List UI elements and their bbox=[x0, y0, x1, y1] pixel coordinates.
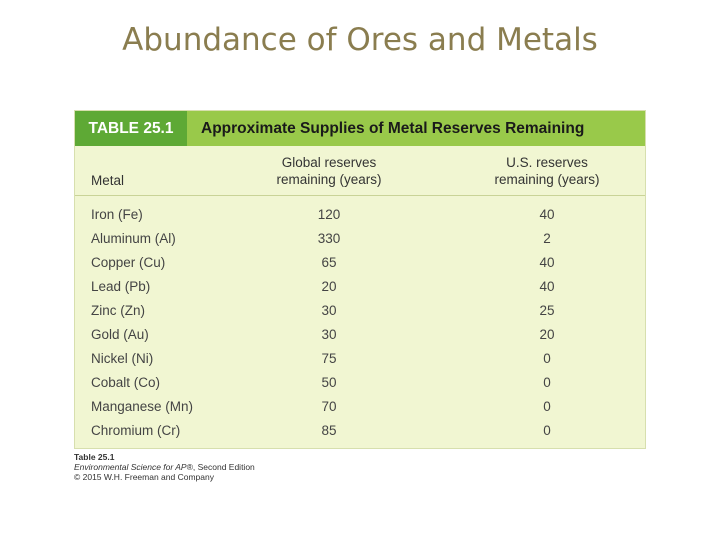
metal-name-cell: Cobalt (Co) bbox=[91, 375, 161, 390]
global-reserves-cell: 70 bbox=[321, 399, 337, 414]
metal-name-cell: Aluminum (Al) bbox=[91, 231, 176, 246]
table-row: Zinc (Zn) 30 25 bbox=[75, 299, 645, 323]
table-row: Iron (Fe) 120 40 bbox=[75, 203, 645, 227]
metal-name-cell: Iron (Fe) bbox=[91, 207, 143, 222]
metal-name-cell: Nickel (Ni) bbox=[91, 351, 154, 366]
table-row: Chromium (Cr) 85 0 bbox=[75, 419, 645, 443]
us-reserves-cell: 0 bbox=[543, 351, 551, 366]
table-number: TABLE 25.1 bbox=[75, 111, 187, 146]
us-reserves-cell: 40 bbox=[539, 207, 555, 222]
global-reserves-cell: 20 bbox=[321, 279, 337, 294]
table-row: Lead (Pb) 20 40 bbox=[75, 275, 645, 299]
us-reserves-cell: 2 bbox=[543, 231, 551, 246]
metal-name-cell: Zinc (Zn) bbox=[91, 303, 145, 318]
metal-name-cell: Copper (Cu) bbox=[91, 255, 166, 270]
column-header-us-line1: U.S. reserves bbox=[506, 155, 588, 170]
table-row: Aluminum (Al) 330 2 bbox=[75, 227, 645, 251]
table-row: Manganese (Mn) 70 0 bbox=[75, 395, 645, 419]
table-row: Gold (Au) 30 20 bbox=[75, 323, 645, 347]
metal-name-cell: Chromium (Cr) bbox=[91, 423, 181, 438]
source-table-label: Table 25.1 bbox=[74, 452, 115, 462]
slide-title: Abundance of Ores and Metals bbox=[122, 22, 598, 58]
metal-name-cell: Manganese (Mn) bbox=[91, 399, 194, 414]
metal-reserves-table: TABLE 25.1 Approximate Supplies of Metal… bbox=[74, 110, 646, 449]
us-reserves-cell: 0 bbox=[543, 423, 551, 438]
us-reserves-cell: 40 bbox=[539, 255, 555, 270]
table-row: Nickel (Ni) 75 0 bbox=[75, 347, 645, 371]
table-body: Iron (Fe) 120 40 Aluminum (Al) 330 2 Cop… bbox=[75, 203, 645, 443]
source-credit: Table 25.1 Environmental Science for AP®… bbox=[74, 452, 255, 482]
global-reserves-cell: 65 bbox=[321, 255, 337, 270]
us-reserves-cell: 40 bbox=[539, 279, 555, 294]
source-copyright: © 2015 W.H. Freeman and Company bbox=[74, 472, 214, 482]
global-reserves-cell: 50 bbox=[321, 375, 337, 390]
global-reserves-cell: 330 bbox=[317, 231, 341, 246]
global-reserves-cell: 85 bbox=[321, 423, 337, 438]
table-caption: Approximate Supplies of Metal Reserves R… bbox=[201, 120, 585, 137]
source-book-title: Environmental Science for AP® bbox=[74, 462, 193, 472]
us-reserves-cell: 0 bbox=[543, 375, 551, 390]
us-reserves-cell: 20 bbox=[539, 327, 555, 342]
global-reserves-cell: 120 bbox=[317, 207, 341, 222]
column-header-global-line1: Global reserves bbox=[281, 155, 377, 170]
source-edition: , Second Edition bbox=[192, 462, 255, 472]
metal-name-cell: Lead (Pb) bbox=[91, 279, 151, 294]
us-reserves-cell: 0 bbox=[543, 399, 551, 414]
column-header-us-reserves: U.S. reserves remaining (years) bbox=[477, 154, 617, 188]
table-row: Copper (Cu) 65 40 bbox=[75, 251, 645, 275]
global-reserves-cell: 30 bbox=[321, 303, 337, 318]
source-book-line: Environmental Science for AP®, Second Ed… bbox=[74, 462, 255, 472]
table-row: Cobalt (Co) 50 0 bbox=[75, 371, 645, 395]
header-divider bbox=[75, 195, 645, 196]
table-header-bar: TABLE 25.1 Approximate Supplies of Metal… bbox=[75, 111, 645, 146]
global-reserves-cell: 75 bbox=[321, 351, 337, 366]
global-reserves-cell: 30 bbox=[321, 327, 337, 342]
column-header-us-line2: remaining (years) bbox=[494, 172, 600, 187]
us-reserves-cell: 25 bbox=[539, 303, 555, 318]
column-header-global-reserves: Global reserves remaining (years) bbox=[259, 154, 399, 188]
metal-name-cell: Gold (Au) bbox=[91, 327, 149, 342]
column-header-metal: Metal bbox=[91, 173, 125, 188]
column-header-global-line2: remaining (years) bbox=[276, 172, 382, 187]
